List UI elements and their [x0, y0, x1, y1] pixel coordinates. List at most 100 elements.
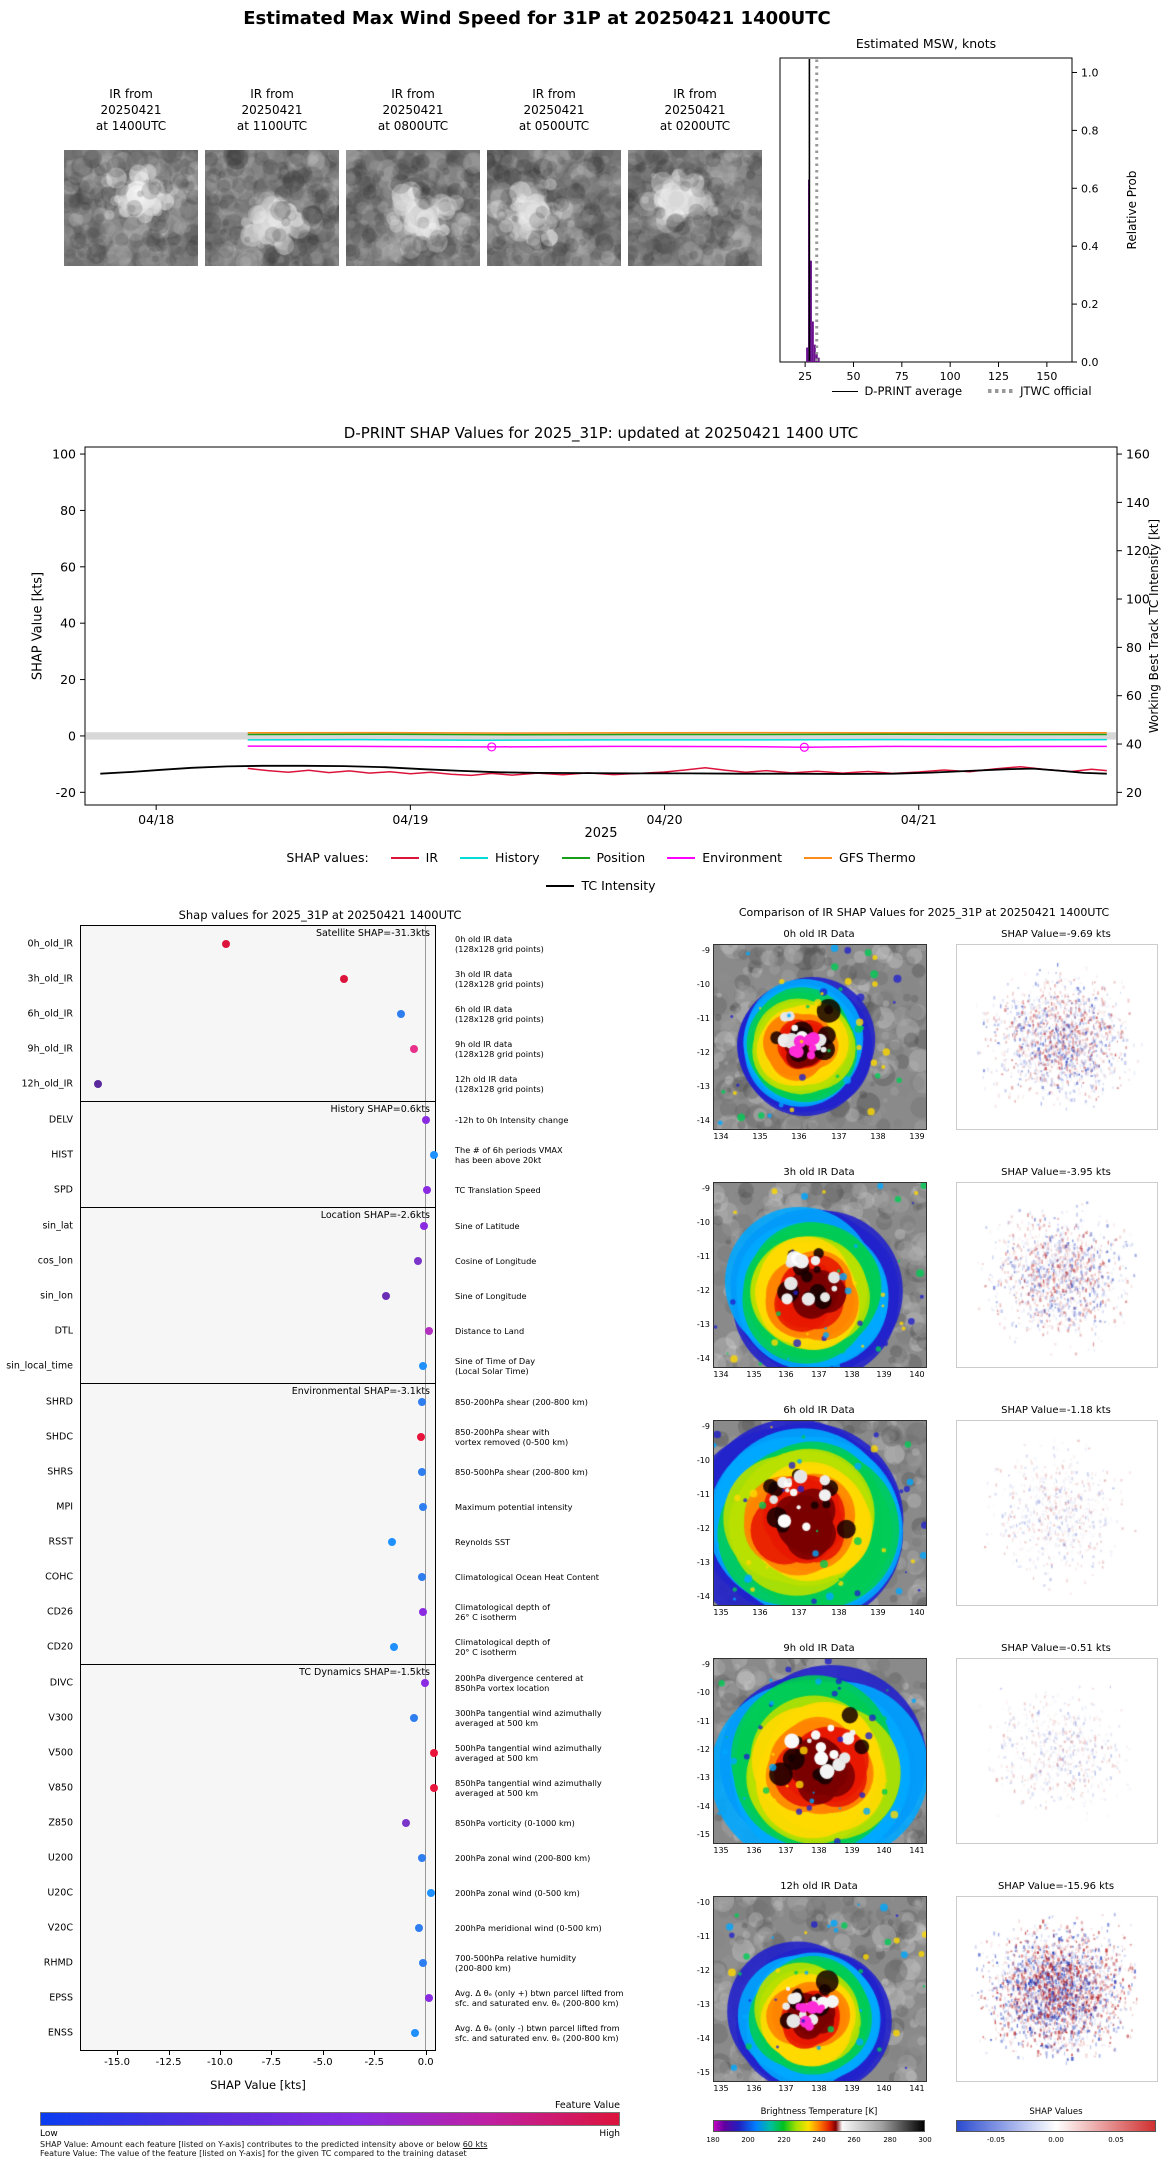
group-shap-header: Environmental SHAP=-3.1kts	[291, 1386, 430, 1397]
x-tick-label: 04/20	[647, 812, 683, 827]
right-tick-label: 140	[1126, 495, 1150, 510]
shap-dot	[421, 1115, 430, 1124]
feature-row: MPI Maximum potential intensity	[56, 1489, 572, 1524]
histogram-bar	[817, 357, 820, 362]
feature-group-4: TC Dynamics SHAP=-1.5kts DIVC 200hPa diver…	[44, 1664, 623, 2051]
shap-dot	[396, 1009, 405, 1018]
brightness-temp-colorbar-title: Brightness Temperature [K]	[760, 2107, 878, 2117]
lon-tick-label: 139	[844, 2084, 860, 2093]
y-tick-label: 0.8	[1081, 124, 1099, 137]
lon-tick-label: 135	[752, 1132, 768, 1141]
lat-tick-label: -15	[696, 1830, 710, 1839]
feature-name: 12h_old_IR	[21, 1078, 74, 1089]
ir-shap-image	[956, 1182, 1158, 1368]
legend-title: SHAP values:	[286, 850, 369, 865]
group-shap-header: Location SHAP=-2.6kts	[320, 1210, 430, 1221]
lat-tick-label: -14	[696, 1354, 710, 1363]
lat-tick-label: -12	[696, 1524, 710, 1533]
ir-shap-image	[956, 1658, 1158, 1844]
legend-label: TC Intensity	[581, 878, 656, 893]
tick-mark	[219, 2051, 221, 2055]
feature-name: ENSS	[47, 2027, 73, 2038]
ir-shap-image	[956, 1420, 1158, 1606]
feature-row: 12h_old_IR 12h old IR data (128x128 grid …	[22, 1066, 544, 1101]
feature-row: Z850 850hPa vorticity (0-1000 km)	[48, 1805, 575, 1840]
feature-group-2: Location SHAP=-2.6kts sin_lat Sine of Lati…	[6, 1207, 536, 1384]
shap-panel-title: SHAP Value=-1.18 kts	[1001, 1405, 1111, 1416]
dprint-average-line-swatch	[832, 390, 859, 392]
lon-tick-label: 139	[909, 1132, 925, 1141]
shap-dot	[413, 1256, 422, 1265]
lon-tick-label: 136	[746, 2084, 762, 2093]
msw-histogram-ylabel: Relative Prob	[1125, 170, 1139, 250]
zero-line	[424, 1102, 426, 1207]
feature-description: 850-500hPa shear (200-800 km)	[455, 1466, 588, 1477]
y-tick-label: 1.0	[1081, 66, 1099, 79]
group-shap-header: TC Dynamics SHAP=-1.5kts	[299, 1667, 430, 1678]
zero-line	[424, 926, 426, 1101]
shap-dot	[418, 1958, 427, 1967]
tick-label: -10.0	[207, 2057, 233, 2068]
feature-row: ENSS Avg. Δ θₑ (only -) btwn parcel lifte…	[48, 2015, 620, 2050]
lon-tick-label: 136	[752, 1608, 768, 1617]
feature-name: DIVC	[49, 1677, 73, 1688]
shap-dot	[409, 1713, 418, 1722]
msw-histogram-title: Estimated MSW, knots	[855, 36, 997, 51]
dotplot-xlabel: SHAP Value [kts]	[210, 2078, 306, 2092]
feature-row: sin_local_time Sine of Time of Day (Local…	[6, 1348, 535, 1383]
feature-row: 3h_old_IR 3h old IR data (128x128 grid po…	[28, 961, 544, 996]
lat-tick-label: -9	[702, 1422, 710, 1431]
feature-description: Reynolds SST	[455, 1536, 511, 1547]
feature-description: 3h old IR data (128x128 grid points)	[455, 968, 544, 989]
shap-timeseries-plot: 100 80 60 40 20 0 -20 160 140 120 100 80 60 40 20 04/18…	[52, 446, 1150, 827]
shap-dotplot-title: Shap values for 2025_31P at 20250421 140…	[178, 908, 462, 922]
lon-tick-label: 136	[791, 1132, 807, 1141]
shap-dot	[418, 1361, 427, 1370]
lon-tick-label: 136	[746, 1846, 762, 1855]
feature-name: U200	[47, 1852, 73, 1863]
ir-thumbnail-2: IR from 20250421 at 0800UTC	[346, 86, 480, 266]
legend-item-tc-intensity: TC Intensity	[546, 878, 656, 893]
feature-row: SPD TC Translation Speed	[54, 1172, 541, 1207]
lat-tick-label: -14	[696, 1116, 710, 1125]
lon-tick-label: 140	[876, 1846, 892, 1855]
right-tick-label: 20	[1126, 785, 1142, 800]
ir-panel-title: 6h old IR Data	[783, 1405, 855, 1416]
ir-satellite-image	[64, 150, 198, 266]
feature-name: V500	[48, 1747, 73, 1758]
feature-name: SHDC	[45, 1431, 73, 1442]
feature-row: COHC Climatological Ocean Heat Content	[45, 1559, 599, 1594]
feature-name: RSST	[48, 1536, 73, 1547]
shap-panel-title: SHAP Value=-0.51 kts	[1001, 1643, 1111, 1654]
feature-value-low-label: Low	[40, 2129, 58, 2139]
y-tick-label: 0.0	[1081, 356, 1099, 369]
x-tick-label: 04/18	[138, 812, 174, 827]
tick-label: -7.5	[261, 2057, 282, 2068]
feature-description: 500hPa tangential wind azimuthally avera…	[455, 1742, 602, 1763]
x-tick-label: 04/19	[392, 812, 428, 827]
feature-row: U200 200hPa zonal wind (200-800 km)	[48, 1840, 590, 1875]
feature-name: CD20	[46, 1641, 73, 1652]
feature-description: 300hPa tangential wind azimuthally avera…	[455, 1707, 602, 1728]
shap-dot	[381, 1291, 390, 1300]
feature-description: Distance to Land	[455, 1325, 525, 1336]
ir-thumbnail-row: IR from 20250421 at 1400UTC IR from 20250…	[0, 0, 790, 290]
lon-tick-label: 138	[811, 1846, 827, 1855]
feature-name: SPD	[53, 1184, 73, 1195]
lon-tick-label: 135	[746, 1370, 762, 1379]
lon-tick-label: 135	[713, 2084, 729, 2093]
shap-dot	[418, 1607, 427, 1616]
x-tick-label: 75	[895, 370, 909, 383]
feature-row: V300 300hPa tangential wind azimuthally a…	[48, 1700, 601, 1735]
left-tick-label: 100	[52, 447, 76, 462]
right-tick-label: 160	[1126, 447, 1150, 462]
shap-timeseries-xlabel: 2025	[584, 826, 618, 841]
feature-name: 9h_old_IR	[27, 1043, 73, 1054]
lon-tick-label: 134	[713, 1370, 729, 1379]
feature-description: 9h old IR data (128x128 grid points)	[455, 1038, 544, 1059]
tick-mark	[374, 2051, 376, 2055]
shap-timeseries-ylabel-left: SHAP Value [kts]	[30, 571, 46, 681]
feature-row: 0h_old_IR 0h old IR data (128x128 grid po…	[28, 926, 544, 961]
msw-histogram: 25 50 75 100 125 150 0.0 0.2 0.4 0.6 0.8 1.0	[779, 57, 1099, 383]
feature-name: RHMD	[43, 1957, 73, 1968]
